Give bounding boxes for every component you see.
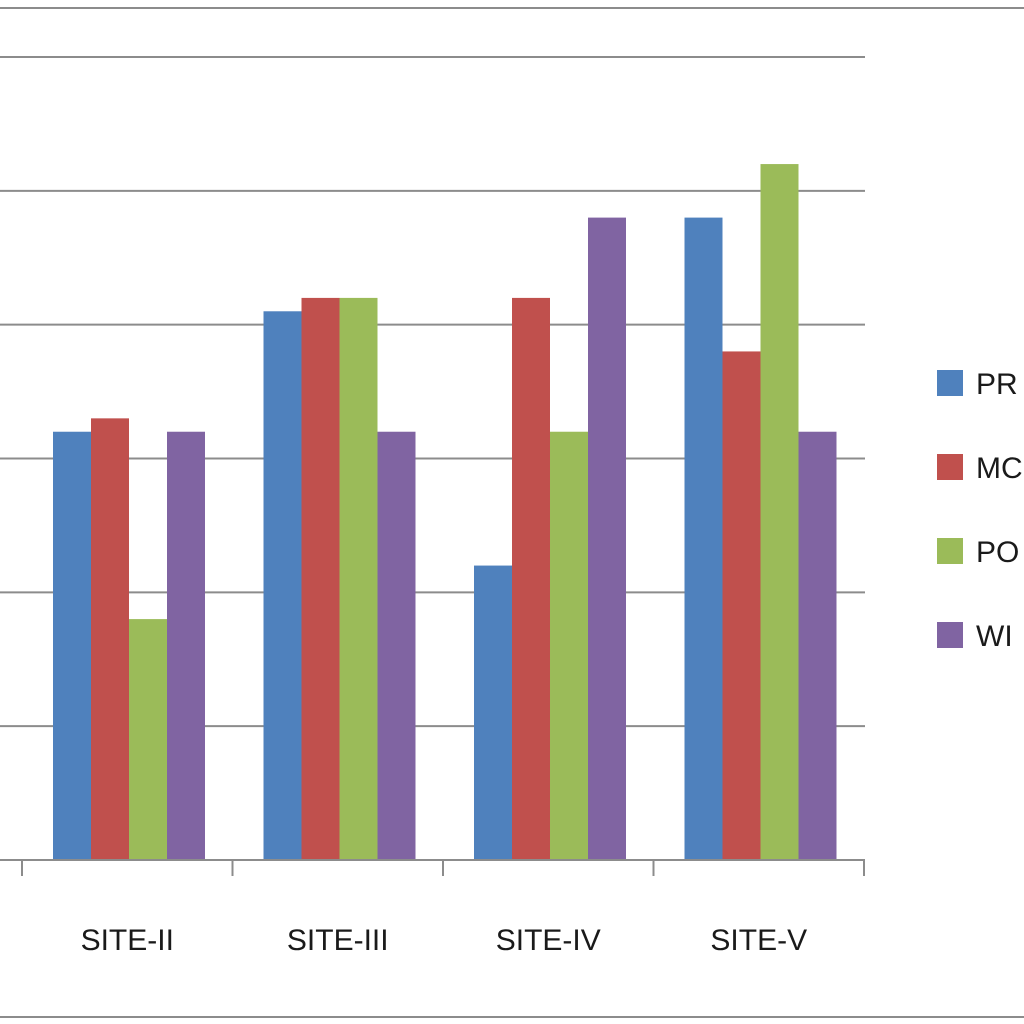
- bar: [760, 164, 799, 861]
- bar: [588, 217, 626, 861]
- bar: [798, 431, 837, 860]
- x-tick-label: SITE-III: [287, 924, 389, 957]
- legend-swatch: [937, 538, 963, 564]
- legend-label: PO: [976, 536, 1019, 569]
- x-tick-label: SITE-II: [81, 924, 174, 957]
- x-tick-labels: SITE-II SITE-III SITE-IV SITE-V: [81, 924, 808, 957]
- bar: [53, 431, 91, 860]
- x-tick-label: SITE-V: [710, 924, 807, 957]
- bar: [684, 217, 723, 861]
- legend-label: PR: [976, 368, 1018, 401]
- legend: PR MC PO WI: [937, 368, 1023, 653]
- legend-swatch: [937, 622, 963, 648]
- legend-label: WI: [976, 620, 1013, 653]
- bar: [339, 297, 378, 860]
- x-tick-label: SITE-IV: [496, 924, 601, 957]
- bar: [301, 297, 340, 860]
- bars: [53, 164, 837, 861]
- legend-label: MC: [976, 452, 1023, 485]
- bar: [167, 431, 205, 860]
- bar: [722, 351, 761, 860]
- bar: [263, 311, 302, 860]
- bar: [377, 431, 416, 860]
- bar: [512, 297, 550, 860]
- bar: [474, 565, 512, 860]
- legend-swatch: [937, 370, 963, 396]
- bar: [129, 619, 167, 860]
- bar: [91, 418, 129, 860]
- x-axis: [0, 859, 865, 876]
- bar: [550, 431, 588, 860]
- legend-swatch: [937, 454, 963, 480]
